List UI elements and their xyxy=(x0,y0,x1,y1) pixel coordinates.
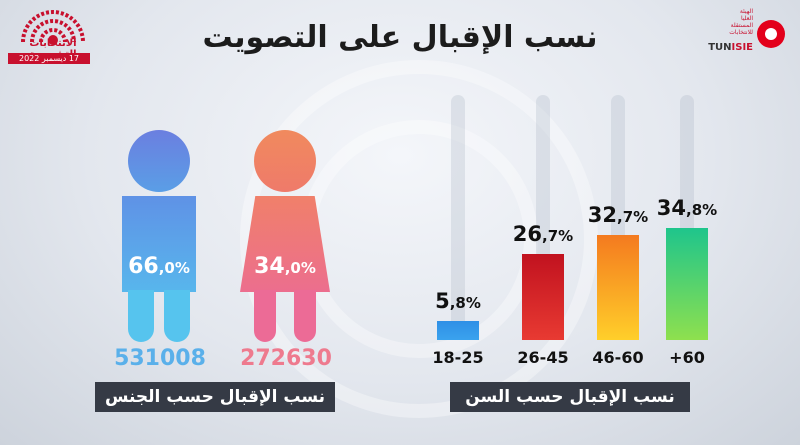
age-tick-label: 26-45 xyxy=(517,348,569,367)
bar-value-label: 5,8% xyxy=(435,289,481,314)
bar-18-25 xyxy=(437,321,479,340)
female-count: 272630 xyxy=(240,346,332,371)
female-leg xyxy=(294,290,316,342)
tunisia-flag-icon xyxy=(757,20,785,48)
female-head xyxy=(254,130,316,192)
isie-arabic-line: للانتخابات xyxy=(729,29,753,36)
bar-46-60 xyxy=(597,234,639,340)
page-title: نسب الإقبال على التصويت xyxy=(202,20,598,55)
age-tick-label: +60 xyxy=(669,348,705,367)
male-head xyxy=(128,130,190,192)
male-body xyxy=(122,196,196,292)
age-tick-label: 18-25 xyxy=(432,348,484,367)
female-leg xyxy=(254,290,276,342)
bar-value-label: 34,8% xyxy=(656,196,718,220)
male-percent: 66,0% xyxy=(128,254,190,279)
male-leg xyxy=(128,290,154,342)
bar-track xyxy=(451,95,465,340)
bar-+60 xyxy=(666,228,708,340)
bar-value-label: 32,7% xyxy=(587,202,649,227)
isie-arabic-line: العليا xyxy=(740,15,753,22)
bar-value-label: 26,7% xyxy=(512,222,574,247)
isie-logo-name: TUNISIE xyxy=(708,42,753,53)
election-logo xyxy=(21,10,85,45)
male-count: 531008 xyxy=(114,346,206,371)
election-date: 17 ديسمبر 2022 xyxy=(8,53,90,64)
isie-arabic-line: المستقلة xyxy=(730,22,753,29)
female-dress xyxy=(240,196,330,292)
age-caption: نسب الإقبال حسب السن xyxy=(450,382,690,412)
bar-26-45 xyxy=(522,254,564,340)
female-percent: 34,0% xyxy=(254,254,316,279)
age-tick-label: 46-60 xyxy=(592,348,644,367)
male-leg xyxy=(164,290,190,342)
gender-caption: نسب الإقبال حسب الجنس xyxy=(95,382,335,412)
isie-arabic-line: الهيئة xyxy=(739,8,753,15)
